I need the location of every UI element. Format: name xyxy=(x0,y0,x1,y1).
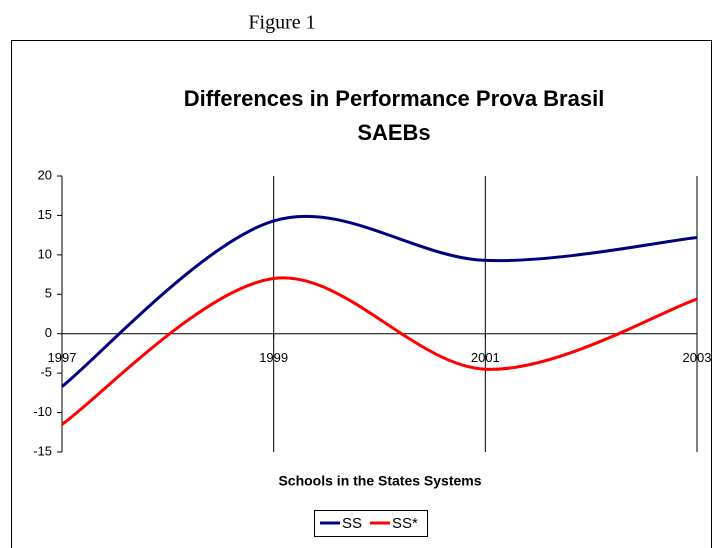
y-tick-label: -10 xyxy=(33,404,52,419)
figure-caption: Figure 1 xyxy=(248,12,315,34)
y-tick-label: 5 xyxy=(45,286,52,301)
x-tick-label: 1997 xyxy=(48,350,77,365)
legend-label: SS* xyxy=(392,515,418,532)
y-tick-label: 20 xyxy=(38,167,52,182)
series-line xyxy=(61,276,698,426)
x-tick-label: 2001 xyxy=(471,350,500,365)
x-tick-label: 2003 xyxy=(683,350,712,365)
chart-title: Differences in Performance Prova Brasil xyxy=(184,86,605,111)
x-tick-label: 1999 xyxy=(259,350,288,365)
y-tick-label: 15 xyxy=(38,207,52,222)
legend-label: SS xyxy=(342,515,362,532)
y-tick-label: 10 xyxy=(38,246,52,261)
x-axis-title: Schools in the States Systems xyxy=(278,473,481,489)
chart-frame xyxy=(11,40,712,548)
y-tick-label: -15 xyxy=(33,443,52,458)
series-line xyxy=(61,214,698,388)
chart-title: SAEBs xyxy=(357,120,430,145)
y-tick-label: -5 xyxy=(40,365,52,380)
y-tick-label: 0 xyxy=(45,325,52,340)
